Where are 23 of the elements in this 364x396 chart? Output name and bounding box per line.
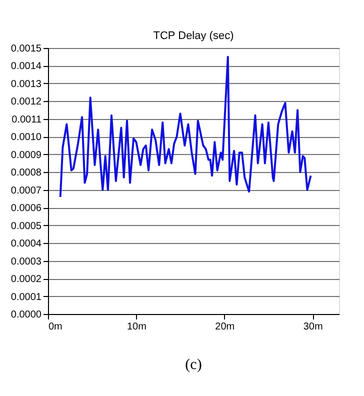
y-tick-label: 0.0005 [10, 220, 42, 232]
x-tick-label: 20m [215, 322, 235, 332]
y-tick-label: 0.0009 [10, 150, 42, 161]
x-tick-label: 10m [126, 322, 146, 332]
y-tick-label: 0.0006 [10, 203, 42, 214]
y-tick-label: 0.0007 [10, 185, 42, 196]
x-tick-label: 30m [303, 322, 323, 332]
y-tick-label: 0.0013 [10, 78, 42, 90]
y-tick-label: 0.0004 [10, 238, 42, 250]
line-series [59, 56, 312, 198]
text: (c) [185, 357, 202, 373]
y-tick-label: 0.0002 [10, 274, 42, 286]
y-tick-label: 0.0014 [10, 61, 42, 72]
y-tick-label: 0.0001 [10, 292, 42, 303]
y-tick-label: 0.0000 [10, 310, 42, 320]
y-tick-label: 0.0015 [10, 44, 42, 54]
y-tick-label: 0.0003 [10, 256, 42, 268]
chart-title: TCP Delay (sec) [153, 30, 234, 42]
y-tick-label: 0.0008 [10, 168, 42, 179]
y-tick-label: 0.0012 [10, 96, 42, 108]
y-tick-label: 0.0011 [12, 114, 42, 126]
x-tick-label: 0m [48, 322, 62, 332]
y-tick-label: 0.0010 [10, 132, 42, 144]
